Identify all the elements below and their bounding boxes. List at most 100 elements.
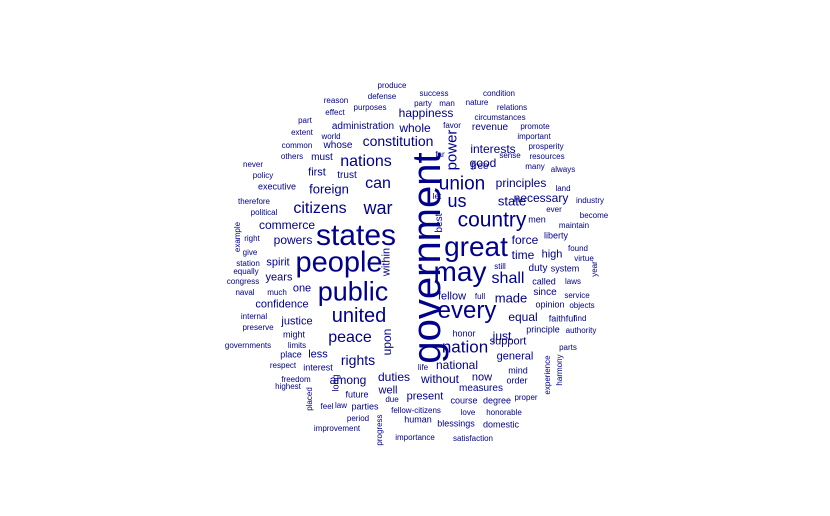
word-ever: ever	[546, 205, 562, 214]
word-due: due	[385, 395, 399, 404]
word-extent: extent	[291, 128, 313, 137]
word-best: best	[434, 213, 445, 233]
word-fellow: fellow	[437, 290, 467, 303]
word-called: called	[532, 276, 556, 287]
word-principle: principle	[526, 324, 560, 335]
word-place: place	[280, 349, 302, 360]
word-order: order	[506, 375, 528, 386]
word-degree: degree	[482, 395, 512, 406]
word-others: others	[280, 152, 304, 161]
word-time: time	[511, 248, 535, 262]
word-law: law	[334, 401, 348, 410]
word-parties: parties	[351, 401, 379, 412]
word-force: force	[511, 233, 539, 247]
word-found: found	[567, 244, 589, 253]
word-policy: policy	[252, 171, 274, 180]
word-good: good	[469, 156, 497, 170]
word-station: station	[236, 259, 260, 268]
word-man: man	[439, 99, 455, 108]
word-necessary: necessary	[513, 191, 569, 205]
word-reason: reason	[323, 96, 349, 105]
word-less: less	[308, 348, 328, 361]
word-war: war	[363, 198, 393, 218]
word-example: example	[233, 221, 242, 253]
word-great: great	[444, 231, 508, 262]
word-made: made	[494, 290, 528, 306]
word-every: every	[437, 297, 497, 324]
word-public: public	[317, 276, 389, 307]
word-world: world	[321, 132, 341, 141]
word-measures: measures	[459, 383, 503, 394]
word-objects: objects	[569, 301, 595, 310]
word-improvement: improvement	[313, 424, 361, 433]
word-freedom: freedom	[281, 375, 311, 384]
word-interests: interests	[470, 142, 516, 156]
word-virtue: virtue	[574, 254, 594, 263]
word-important: important	[517, 132, 551, 141]
word-high: high	[541, 248, 563, 261]
word-nation: nation	[441, 337, 489, 357]
word-spirit: spirit	[266, 256, 290, 269]
word-powers: powers	[273, 233, 313, 247]
word-honorable: honorable	[486, 408, 522, 417]
word-may: may	[433, 256, 487, 287]
word-condition: condition	[482, 89, 516, 98]
word-administration: administration	[331, 121, 395, 132]
word-country: country	[457, 208, 527, 232]
word-executive: executive	[257, 181, 297, 192]
word-people: people	[295, 246, 383, 279]
word-years: years	[265, 271, 293, 284]
word-commerce: commerce	[258, 218, 316, 232]
word-present: present	[406, 390, 444, 403]
word-interest: interest	[303, 362, 333, 373]
word-feel: feel	[320, 402, 334, 411]
word-still: still	[494, 262, 506, 271]
word-equal: equal	[508, 310, 538, 324]
word-always: always	[550, 165, 576, 174]
word-opinion: opinion	[535, 299, 565, 310]
word-well: well	[378, 384, 398, 397]
word-common: common	[281, 141, 313, 150]
word-course: course	[450, 395, 478, 406]
word-equally: equally	[233, 267, 259, 276]
word-period: period	[346, 414, 370, 423]
word-trust: trust	[337, 170, 357, 181]
word-harmony: harmony	[555, 354, 564, 386]
word-importance: importance	[395, 433, 435, 442]
word-just: just	[492, 329, 512, 343]
word-union: union	[438, 173, 486, 195]
word-whole: whole	[399, 121, 431, 135]
word-long: long	[330, 374, 341, 392]
word-much: much	[267, 288, 287, 297]
word-without: without	[420, 372, 460, 386]
word-might: might	[282, 329, 306, 340]
word-upon: upon	[380, 328, 394, 356]
word-naval: naval	[235, 288, 255, 297]
word-states: states	[315, 219, 397, 252]
word-confidence: confidence	[255, 298, 309, 311]
word-whose: whose	[323, 140, 353, 151]
word-highest: highest	[275, 382, 301, 391]
word-effect: effect	[325, 108, 345, 117]
word-principles: principles	[495, 176, 547, 190]
word-experience: experience	[543, 355, 552, 395]
word-prosperity: prosperity	[528, 142, 564, 151]
word-purposes: purposes	[353, 103, 387, 112]
word-laws: laws	[564, 277, 582, 286]
word-congress: congress	[226, 277, 260, 286]
word-system: system	[550, 263, 580, 274]
word-nations: nations	[340, 153, 392, 170]
word-part: part	[298, 116, 312, 125]
word-shall: shall	[491, 270, 525, 287]
word-full: full	[474, 292, 486, 301]
word-faithful: faithful	[548, 313, 576, 324]
word-sense: sense	[499, 151, 521, 160]
word-rights: rights	[340, 352, 376, 368]
word-produce: produce	[377, 81, 407, 90]
word-men: men	[528, 214, 546, 225]
word-within: within	[380, 247, 393, 277]
word-among: among	[329, 373, 367, 387]
word-citizens: citizens	[293, 200, 347, 217]
word-service: service	[564, 291, 590, 300]
